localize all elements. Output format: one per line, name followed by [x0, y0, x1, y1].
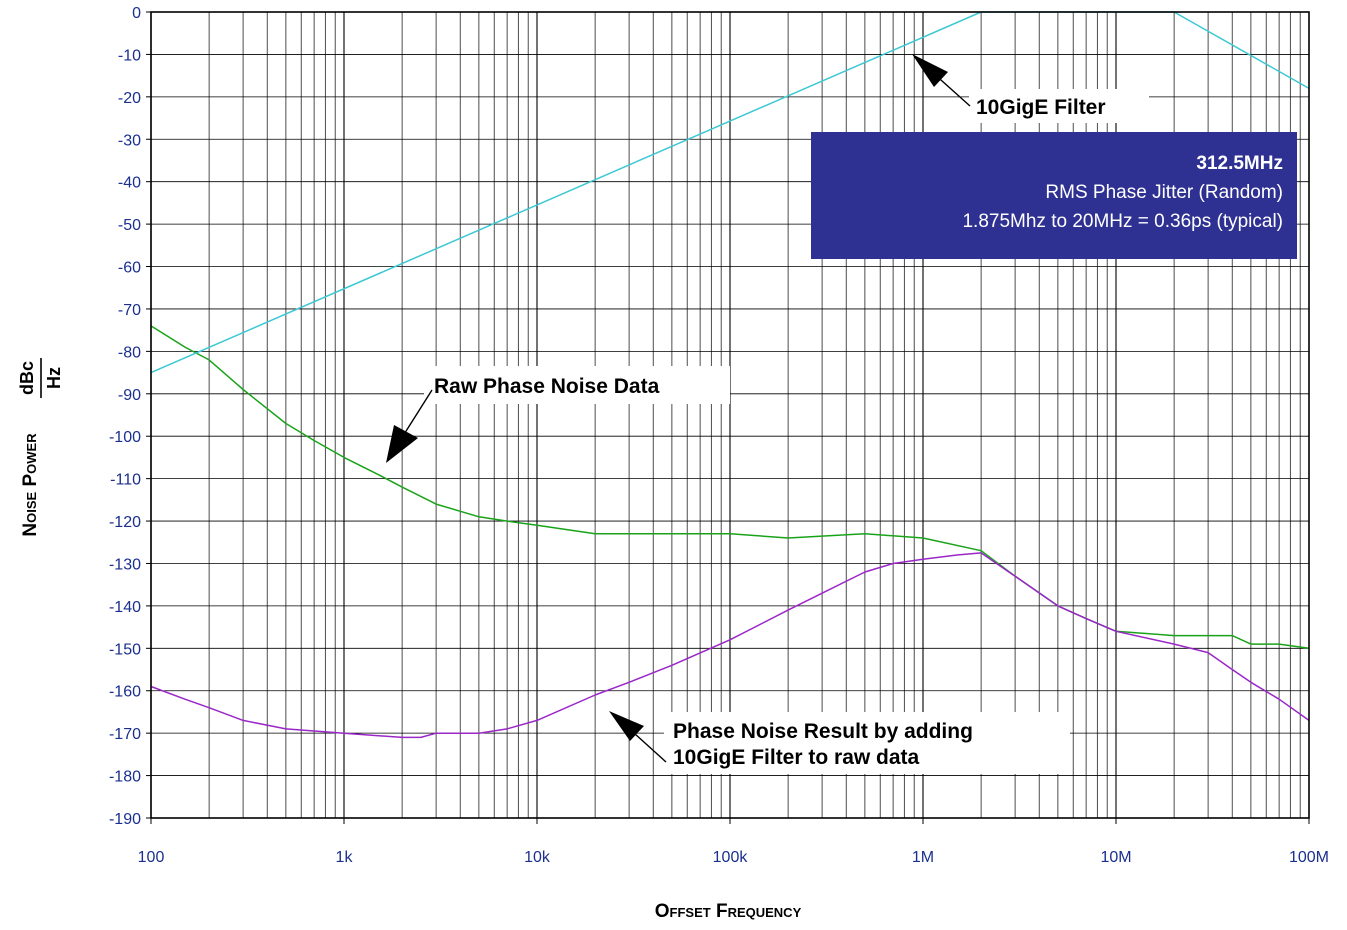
y-tick-label: -20: [118, 90, 141, 107]
x-tick-label: 100: [138, 849, 165, 866]
series-line-1: [150, 552, 1310, 739]
x-axis-title: Offset Frequency: [655, 901, 802, 922]
x-tick-label: 100k: [713, 849, 749, 866]
y-tick-label: -130: [109, 556, 141, 573]
annotation-filter-label: 10GigE Filter: [976, 96, 1106, 119]
info-box-jitter-title: RMS Phase Jitter (Random): [1045, 182, 1283, 203]
y-tick-label: -40: [118, 175, 141, 192]
annotation-filter-arrow-head: [912, 54, 948, 87]
annotation-raw: Raw Phase Noise Data: [386, 366, 730, 463]
y-tick-label: -50: [118, 217, 141, 234]
y-axis-unit-denominator: Hz: [44, 367, 64, 389]
info-box-background: [811, 132, 1297, 259]
info-box-frequency: 312.5MHz: [1196, 153, 1283, 174]
y-tick-label: -30: [118, 132, 141, 149]
annotation-result-label-line2: 10GigE Filter to raw data: [673, 746, 920, 769]
annotation-result-label-line1: Phase Noise Result by adding: [673, 720, 973, 743]
x-tick-label: 1M: [912, 849, 934, 866]
annotation-filter-bg: [969, 89, 1149, 123]
y-tick-label: -110: [110, 472, 141, 489]
annotation-result-bg: [664, 712, 1070, 774]
x-tick-label: 10M: [1100, 849, 1131, 866]
y-axis-title: Noise Power dBc Hz: [17, 358, 64, 537]
y-tick-label: 0: [132, 5, 141, 22]
x-tick-label: 10k: [524, 849, 551, 866]
y-axis-title-main: Noise Power: [20, 433, 41, 537]
y-tick-label: -60: [118, 260, 141, 277]
annotation-filter: 10GigE Filter: [912, 54, 1149, 123]
x-tick-label: 1k: [336, 849, 354, 866]
y-tick-label: -160: [109, 684, 141, 701]
annotation-raw-bg: [424, 366, 730, 404]
x-tick-label: 100M: [1289, 849, 1329, 866]
y-tick-label: -70: [118, 302, 141, 319]
y-tick-label: -180: [109, 769, 141, 786]
info-box-jitter-value: 1.875Mhz to 20MHz = 0.36ps (typical): [962, 211, 1283, 232]
ticks: 0 -10 -20 -30 -40 -50 -60 -70 -80 -90 -100 -110 -120…: [109, 5, 1329, 866]
annotation-raw-label: Raw Phase Noise Data: [434, 375, 660, 398]
y-tick-label: -190: [109, 811, 141, 828]
series-line-0: [150, 325, 1310, 650]
y-tick-label: -170: [109, 726, 141, 743]
y-tick-label: -100: [109, 429, 141, 446]
y-tick-label: -140: [109, 599, 141, 616]
annotation-result-arrow-head: [609, 711, 644, 741]
y-tick-label: -90: [118, 387, 141, 404]
annotation-result: Phase Noise Result by adding 10GigE Filt…: [609, 711, 1070, 774]
y-axis-unit-numerator: dBc: [17, 361, 37, 395]
info-box: 312.5MHz RMS Phase Jitter (Random) 1.875…: [811, 132, 1297, 259]
y-tick-label: -80: [118, 344, 141, 361]
y-tick-label: -150: [109, 641, 141, 658]
y-tick-label: -10: [118, 47, 141, 64]
y-tick-label: -120: [109, 514, 141, 531]
annotation-raw-arrow-head: [386, 425, 418, 463]
